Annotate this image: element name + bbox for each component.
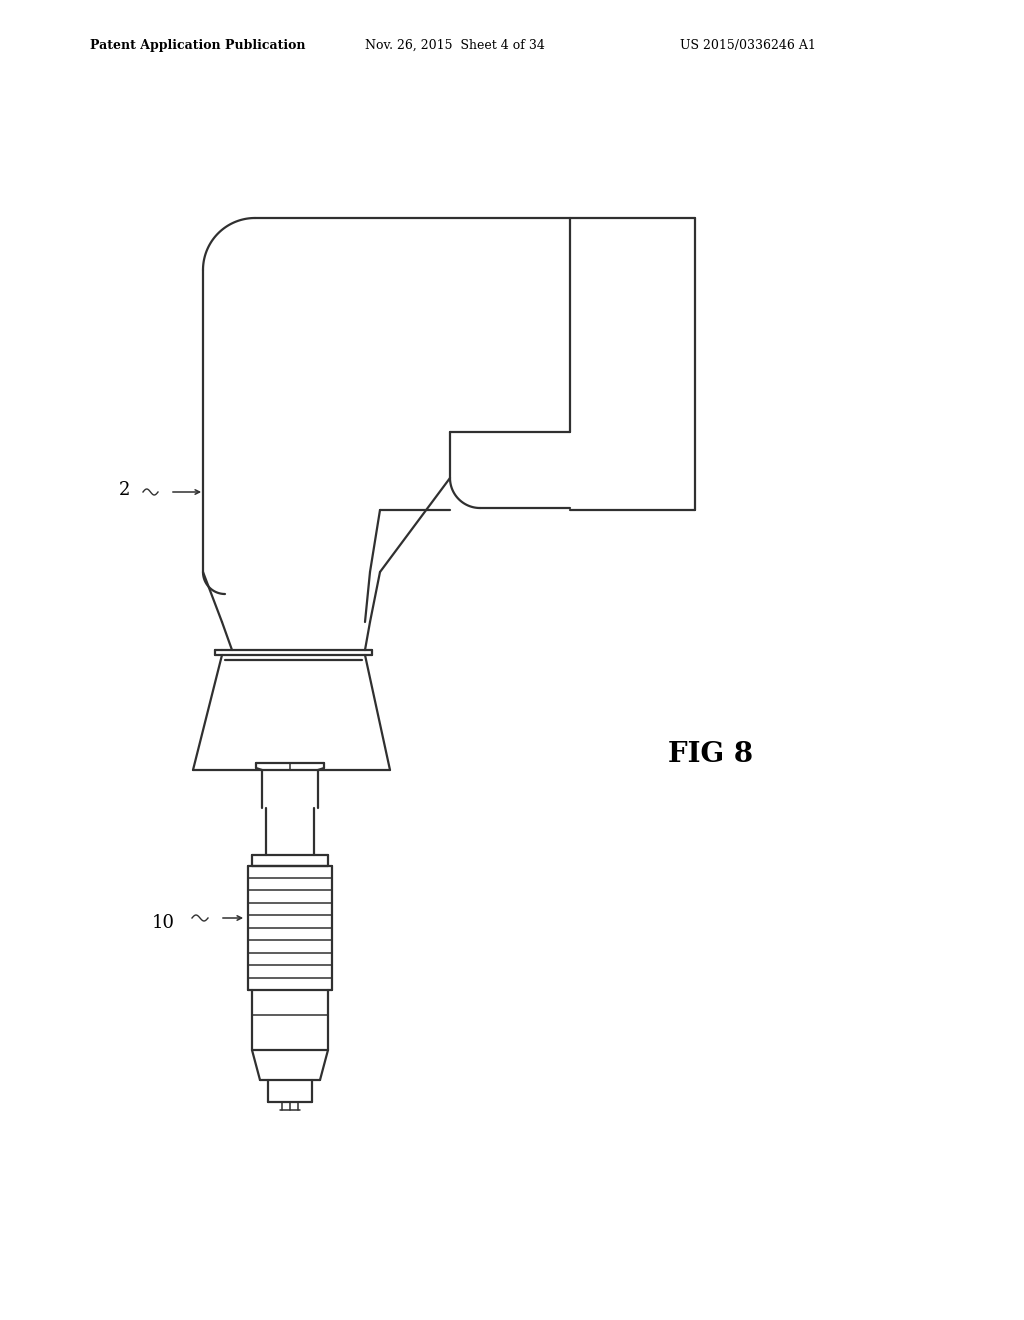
Text: 2: 2 bbox=[120, 480, 131, 499]
Text: Nov. 26, 2015  Sheet 4 of 34: Nov. 26, 2015 Sheet 4 of 34 bbox=[365, 38, 545, 51]
Text: US 2015/0336246 A1: US 2015/0336246 A1 bbox=[680, 38, 816, 51]
Text: 10: 10 bbox=[152, 913, 174, 932]
Text: Patent Application Publication: Patent Application Publication bbox=[90, 38, 305, 51]
Text: FIG 8: FIG 8 bbox=[668, 742, 753, 768]
